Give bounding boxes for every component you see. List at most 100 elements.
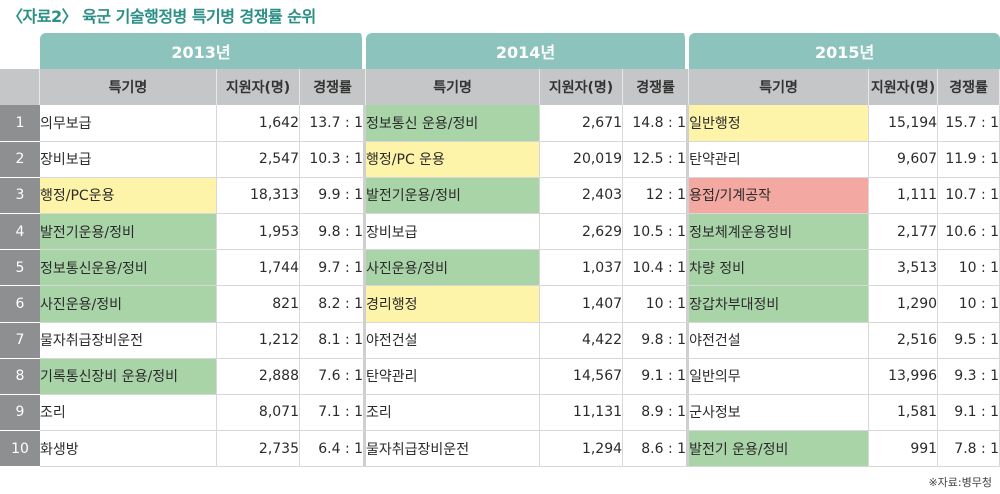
col-header-rate-2014: 경쟁률 — [623, 69, 690, 106]
table-row: 4 발전기운용/정비 1,953 9.8 : 1 장비보급 2,629 10.5 : 1 정보… — [0, 213, 1000, 251]
specialty-name-2015: 발전기 운용/정비 — [689, 431, 870, 468]
applicants-2014: 14,567 — [540, 358, 624, 395]
specialty-name-2013: 조리 — [40, 394, 217, 432]
applicants-2015: 3,513 — [869, 250, 939, 287]
competition-rate-2015: 15.7 : 1 — [938, 105, 1000, 142]
applicants-2015: 2,516 — [869, 322, 939, 359]
applicants-2014: 2,403 — [540, 177, 624, 214]
specialty-name-2015: 일반행정 — [689, 105, 870, 142]
specialty-name-2014: 조리 — [366, 394, 541, 432]
table-row: 3 행정/PC운용 18,313 9.9 : 1 발전기운용/정비 2,403 12 : 1… — [0, 177, 1000, 214]
specialty-name-2013: 화생방 — [40, 431, 217, 468]
applicants-2015: 9,607 — [869, 141, 939, 178]
competition-rate-2013: 6.4 : 1 — [300, 431, 367, 468]
specialty-name-2013: 사진운용/정비 — [40, 286, 217, 323]
competition-rate-2013: 8.2 : 1 — [300, 286, 367, 323]
competition-rate-2015: 7.8 : 1 — [938, 431, 1000, 468]
competition-rate-2013: 9.8 : 1 — [300, 213, 367, 251]
specialty-name-2013: 발전기운용/정비 — [40, 213, 217, 251]
competition-rate-2013: 10.3 : 1 — [300, 141, 367, 178]
applicants-2014: 1,037 — [540, 250, 624, 287]
specialty-name-2014: 장비보급 — [366, 213, 541, 251]
rank-header-cell — [0, 69, 40, 106]
rank-cell: 5 — [0, 250, 40, 287]
applicants-2013: 18,313 — [217, 177, 300, 214]
specialty-name-2013: 장비보급 — [40, 141, 217, 178]
applicants-2013: 1,953 — [217, 213, 300, 251]
applicants-2015: 991 — [869, 431, 939, 468]
table-row: 10 화생방 2,735 6.4 : 1 물자취급장비운전 1,294 8.6 : 1 발전기… — [0, 431, 1000, 468]
specialty-name-2013: 정보통신운용/정비 — [40, 250, 217, 287]
specialty-name-2014: 행정/PC 운용 — [366, 141, 541, 178]
competition-rate-2014: 12 : 1 — [623, 177, 690, 214]
applicants-2014: 2,629 — [540, 213, 624, 251]
competition-rate-2014: 9.1 : 1 — [623, 358, 690, 395]
col-header-name-2014: 특기명 — [366, 69, 541, 106]
applicants-2014: 4,422 — [540, 322, 624, 359]
specialty-name-2014: 발전기운용/정비 — [366, 177, 541, 214]
competition-rate-2014: 10.4 : 1 — [623, 250, 690, 287]
competition-rate-2015: 10.7 : 1 — [938, 177, 1000, 214]
specialty-name-2013: 기록통신장비 운용/정비 — [40, 358, 217, 395]
col-header-applicants-2015: 지원자(명) — [869, 69, 939, 106]
applicants-2013: 1,642 — [217, 105, 300, 142]
rank-cell: 10 — [0, 431, 40, 468]
competition-rate-2015: 10.6 : 1 — [938, 213, 1000, 251]
rank-cell: 1 — [0, 105, 40, 142]
competition-rate-2014: 8.6 : 1 — [623, 431, 690, 468]
rank-cell: 8 — [0, 358, 40, 395]
specialty-name-2014: 사진운용/정비 — [366, 250, 541, 287]
competition-rate-2015: 9.1 : 1 — [938, 394, 1000, 432]
col-header-rate-2013: 경쟁률 — [300, 69, 367, 106]
corner-cell — [0, 33, 40, 70]
specialty-name-2015: 군사정보 — [689, 394, 870, 432]
competition-rate-2013: 13.7 : 1 — [300, 105, 367, 142]
column-header-row: 특기명 지원자(명) 경쟁률 특기명 지원자(명) 경쟁률 특기명 지원자(명)… — [0, 69, 1000, 106]
specialty-name-2015: 일반의무 — [689, 358, 870, 395]
applicants-2014: 2,671 — [540, 105, 624, 142]
col-header-applicants-2014: 지원자(명) — [540, 69, 624, 106]
applicants-2014: 1,407 — [540, 286, 624, 323]
col-header-name-2013: 특기명 — [40, 69, 217, 106]
applicants-2013: 821 — [217, 286, 300, 323]
table-row: 7 물자취급장비운전 1,212 8.1 : 1 야전건설 4,422 9.8 : 1 야전건… — [0, 322, 1000, 359]
year-header-row: 2013년 2014년 2015년 — [0, 33, 1000, 70]
competition-rate-2014: 9.8 : 1 — [623, 322, 690, 359]
table-row: 5 정보통신운용/정비 1,744 9.7 : 1 사진운용/정비 1,037 10.4 :… — [0, 250, 1000, 287]
applicants-2013: 1,744 — [217, 250, 300, 287]
col-header-name-2015: 특기명 — [689, 69, 870, 106]
specialty-name-2014: 정보통신 운용/정비 — [366, 105, 541, 142]
applicants-2015: 1,290 — [869, 286, 939, 323]
competition-rate-2013: 7.1 : 1 — [300, 394, 367, 432]
rank-cell: 6 — [0, 286, 40, 323]
specialty-name-2015: 용접/기계공작 — [689, 177, 870, 214]
applicants-2013: 2,547 — [217, 141, 300, 178]
applicants-2015: 15,194 — [869, 105, 939, 142]
applicants-2013: 8,071 — [217, 394, 300, 432]
table-body: 1 의무보급 1,642 13.7 : 1 정보통신 운용/정비 2,671 14.8 : … — [0, 105, 1000, 468]
col-header-rate-2015: 경쟁률 — [938, 69, 1000, 106]
competition-rate-2013: 9.7 : 1 — [300, 250, 367, 287]
rank-cell: 7 — [0, 322, 40, 359]
table-row: 2 장비보급 2,547 10.3 : 1 행정/PC 운용 20,019 12.5 : 1… — [0, 141, 1000, 178]
rank-cell: 3 — [0, 177, 40, 214]
specialty-name-2013: 행정/PC운용 — [40, 177, 217, 214]
applicants-2013: 1,212 — [217, 322, 300, 359]
applicants-2013: 2,735 — [217, 431, 300, 468]
applicants-2015: 1,111 — [869, 177, 939, 214]
specialty-name-2014: 야전건설 — [366, 322, 541, 359]
competition-rate-2014: 14.8 : 1 — [623, 105, 690, 142]
applicants-2015: 2,177 — [869, 213, 939, 251]
specialty-name-2015: 차량 정비 — [689, 250, 870, 287]
table-row: 9 조리 8,071 7.1 : 1 조리 11,131 8.9 : 1 군사정보 1,581 9… — [0, 394, 1000, 432]
col-header-applicants-2013: 지원자(명) — [217, 69, 300, 106]
specialty-name-2014: 물자취급장비운전 — [366, 431, 541, 468]
competition-rate-2015: 9.5 : 1 — [938, 322, 1000, 359]
specialty-name-2013: 의무보급 — [40, 105, 217, 142]
table-row: 8 기록통신장비 운용/정비 2,888 7.6 : 1 탄약관리 14,567 9.1 :… — [0, 358, 1000, 395]
rank-cell: 9 — [0, 394, 40, 432]
rank-cell: 2 — [0, 141, 40, 178]
applicants-2014: 11,131 — [540, 394, 624, 432]
specialty-name-2014: 탄약관리 — [366, 358, 541, 395]
specialty-name-2015: 야전건설 — [689, 322, 870, 359]
